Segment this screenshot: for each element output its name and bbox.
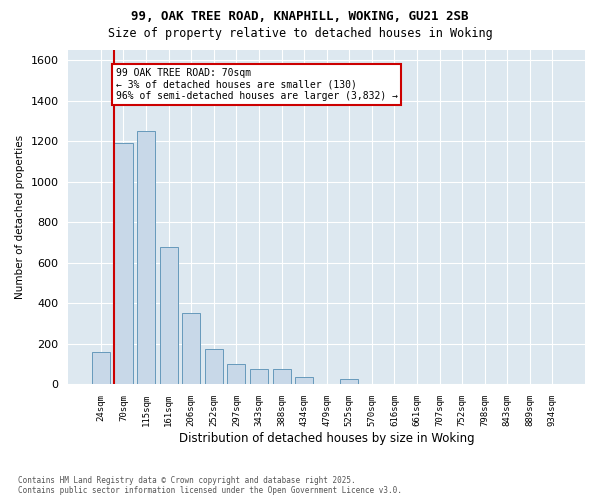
Bar [250, 370, 268, 384]
Bar [295, 378, 313, 384]
Bar [182, 312, 200, 384]
Y-axis label: Number of detached properties: Number of detached properties [15, 135, 25, 300]
Text: Contains HM Land Registry data © Crown copyright and database right 2025.
Contai: Contains HM Land Registry data © Crown c… [18, 476, 402, 495]
Bar [137, 131, 155, 384]
Text: 99 OAK TREE ROAD: 70sqm
← 3% of detached houses are smaller (130)
96% of semi-de: 99 OAK TREE ROAD: 70sqm ← 3% of detached… [116, 68, 398, 102]
Bar [205, 349, 223, 384]
Text: Size of property relative to detached houses in Woking: Size of property relative to detached ho… [107, 28, 493, 40]
Bar [227, 364, 245, 384]
Bar [92, 352, 110, 384]
Text: 99, OAK TREE ROAD, KNAPHILL, WOKING, GU21 2SB: 99, OAK TREE ROAD, KNAPHILL, WOKING, GU2… [131, 10, 469, 23]
Bar [340, 380, 358, 384]
Bar [160, 246, 178, 384]
Bar [272, 370, 290, 384]
Bar [115, 143, 133, 384]
X-axis label: Distribution of detached houses by size in Woking: Distribution of detached houses by size … [179, 432, 475, 445]
